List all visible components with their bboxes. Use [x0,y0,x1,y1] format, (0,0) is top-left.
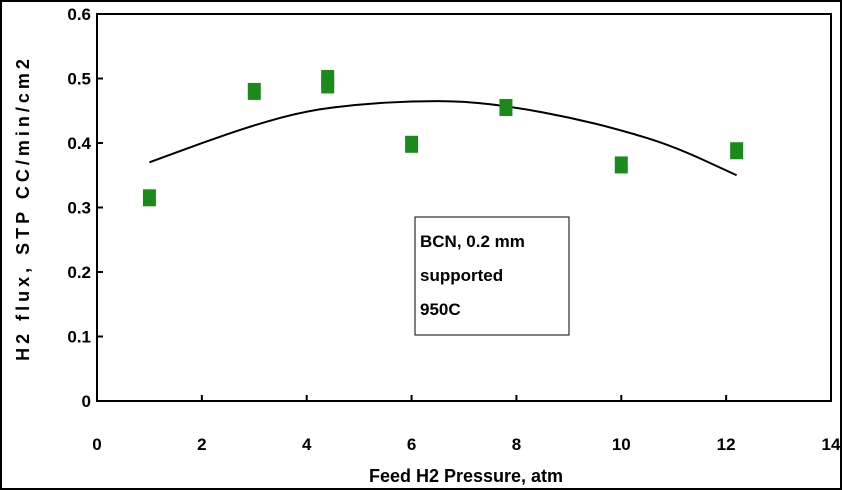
y-tick-label: 0.2 [67,263,91,282]
x-tick-label: 0 [92,435,101,454]
data-point [499,99,512,116]
x-tick-label: 4 [302,435,312,454]
y-tick-label: 0.5 [67,70,91,89]
x-tick-label: 14 [822,435,841,454]
data-point [248,83,261,100]
annotation-line-1: BCN, 0.2 mm [420,232,525,251]
y-tick-label: 0 [82,392,91,411]
x-tick-label: 6 [407,435,416,454]
y-tick-label: 0.1 [67,328,91,347]
x-tick-label: 12 [717,435,736,454]
x-tick-label: 8 [512,435,521,454]
plot-area [97,14,831,401]
x-tick-label: 2 [197,435,206,454]
y-axis-title: H2 flux, STP CC/min/cm2 [13,55,33,361]
data-point [321,70,334,87]
data-point [143,189,156,206]
data-point [730,142,743,159]
y-tick-label: 0.4 [67,134,91,153]
y-tick-label: 0.3 [67,199,91,218]
annotation-line-2: supported [420,266,503,285]
y-tick-label: 0.6 [67,5,91,24]
data-point [405,136,418,153]
data-point [615,156,628,173]
x-tick-label: 10 [612,435,631,454]
x-axis-title: Feed H2 Pressure, atm [369,466,563,486]
annotation-line-3: 950C [420,300,461,319]
